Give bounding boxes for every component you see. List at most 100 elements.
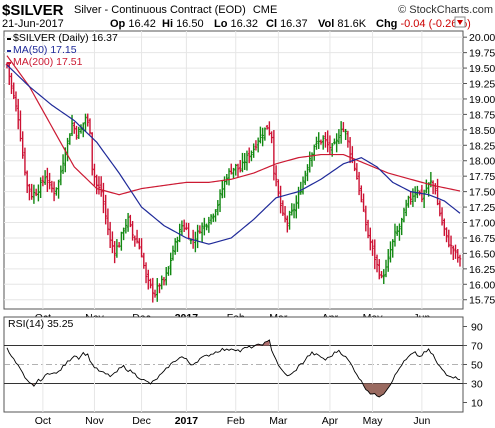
price-bars	[5, 62, 462, 303]
price-bar	[254, 140, 258, 151]
price-bar	[398, 223, 401, 241]
price-bar	[333, 138, 336, 145]
price-grid	[4, 31, 463, 309]
quote-label: Hi	[162, 18, 176, 30]
price-bar	[205, 223, 208, 231]
price-bar	[144, 262, 148, 284]
rsi-month-label: Mar	[269, 415, 288, 427]
price-bar	[321, 135, 325, 150]
price-bar	[52, 181, 56, 202]
price-bar	[122, 227, 125, 241]
price-bar	[256, 137, 260, 153]
price-bar	[106, 208, 110, 236]
price-bar	[151, 277, 155, 303]
price-bar	[362, 193, 365, 212]
price-bar	[209, 214, 213, 225]
price-bar	[162, 276, 166, 286]
price-bar	[196, 224, 199, 249]
rsi-line	[6, 339, 461, 398]
price-bar	[393, 223, 397, 247]
price-bar	[259, 126, 262, 144]
price-bar	[198, 225, 202, 234]
price-bar	[400, 217, 403, 236]
price-bar	[173, 238, 177, 255]
quote-value: 16.32	[231, 18, 259, 30]
rsi-tick-label: 10	[471, 398, 483, 410]
price-tick-label: 17.25	[469, 202, 495, 214]
price-bar	[129, 214, 132, 228]
price-bar	[218, 189, 222, 213]
price-tick-label: 19.00	[469, 94, 495, 106]
price-bar	[84, 113, 87, 132]
price-bar	[326, 130, 329, 153]
price-bar	[344, 128, 347, 141]
price-bar	[277, 179, 280, 198]
price-bar	[236, 163, 240, 177]
legend-ma50: MA(50) 17.15	[13, 44, 77, 56]
rsi-tick-label: 30	[471, 379, 483, 391]
symbol-title: $SILVER	[2, 2, 64, 19]
price-bar	[371, 239, 374, 256]
quote-date: 21-Jun-2017	[2, 18, 64, 30]
price-bar	[335, 133, 338, 153]
price-bar	[416, 185, 419, 199]
price-bar	[99, 176, 103, 197]
rsi-y-axis: 10 30 50 70 90	[463, 322, 483, 410]
price-bar	[301, 176, 305, 195]
price-bar	[263, 127, 267, 141]
rsi-month-label: Oct	[35, 415, 51, 427]
price-bar	[14, 91, 18, 112]
price-bar	[88, 118, 92, 135]
price-panel: 15.75 16.00 16.25 16.50 16.75 17.00 17.25 17.50…	[3, 30, 495, 324]
price-bar	[413, 186, 417, 202]
rsi-month-label: Jun	[413, 415, 430, 427]
price-bar	[124, 218, 128, 234]
price-y-axis: 15.75 16.00 16.25 16.50 16.75 17.00 17.25 17.50…	[463, 32, 495, 307]
price-bar	[149, 278, 152, 289]
price-bar	[445, 227, 448, 243]
price-bar	[176, 236, 179, 252]
price-bar	[281, 200, 285, 216]
quote-value: 16.37	[280, 18, 308, 30]
price-bar	[97, 176, 101, 195]
price-bar	[315, 136, 318, 150]
price-bar	[111, 231, 114, 254]
price-bar	[368, 227, 372, 251]
price-bar	[238, 159, 242, 173]
legend-ma200: MA(200) 17.51	[13, 56, 83, 68]
quote-item: Lo 16.32	[214, 18, 258, 30]
price-bar	[232, 167, 235, 179]
price-bar	[360, 185, 363, 203]
price-bar	[59, 165, 63, 186]
quote-label: Cl	[266, 18, 280, 30]
price-bar	[171, 245, 175, 261]
ma200-line	[6, 55, 461, 196]
price-bar	[252, 143, 255, 158]
price-tick-label: 17.00	[469, 218, 495, 230]
price-bar	[250, 150, 253, 162]
price-bar	[216, 200, 220, 216]
price-bar	[283, 206, 287, 223]
quote-label: Lo	[214, 18, 231, 30]
price-bar	[23, 147, 27, 176]
price-bar	[422, 189, 426, 209]
price-bar	[28, 183, 31, 201]
quote-item: Hi 16.50	[162, 18, 204, 30]
price-bar	[342, 122, 345, 133]
price-bar	[12, 82, 16, 100]
price-bar	[86, 113, 90, 127]
price-bar	[386, 249, 390, 272]
price-bar	[279, 185, 282, 214]
price-tick-label: 19.25	[469, 79, 495, 91]
price-bar	[407, 195, 410, 208]
price-bar	[37, 184, 40, 202]
price-bar	[380, 271, 383, 279]
price-bar	[306, 164, 309, 182]
price-tick-label: 17.50	[469, 187, 495, 199]
price-bar	[120, 231, 123, 251]
price-tick-label: 18.25	[469, 140, 495, 152]
price-bar	[337, 129, 341, 145]
price-tick-label: 18.00	[469, 156, 495, 168]
quote-value: 16.42	[128, 18, 156, 30]
price-bar	[402, 207, 406, 223]
